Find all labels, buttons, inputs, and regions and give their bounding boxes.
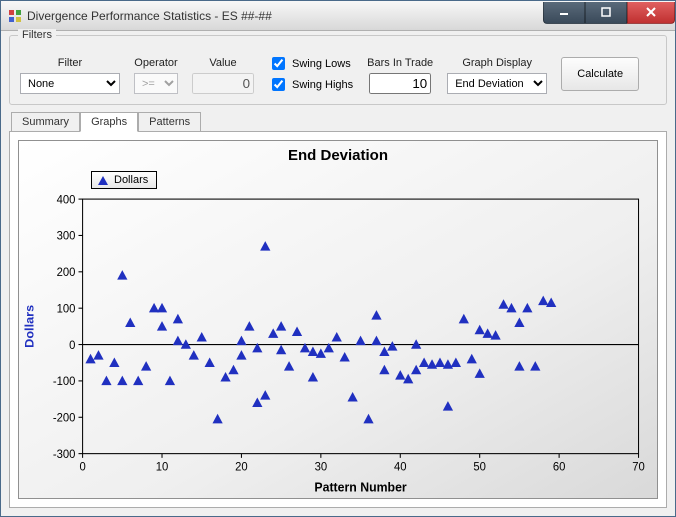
swing-lows-checkbox[interactable]	[272, 57, 285, 70]
value-label: Value	[209, 57, 236, 69]
svg-text:300: 300	[57, 231, 76, 243]
tab-summary[interactable]: Summary	[11, 112, 80, 132]
swing-highs-checkbox[interactable]	[272, 78, 285, 91]
app-window: Divergence Performance Statistics - ES #…	[0, 0, 676, 517]
tab-body: End Deviation Dollars -300-200-100010020…	[9, 131, 667, 508]
swing-lows-label: Swing Lows	[292, 58, 351, 70]
tabstrip: Summary Graphs Patterns	[11, 111, 667, 131]
svg-text:30: 30	[315, 461, 328, 473]
filters-group: Filters Filter None Operator >= Value	[9, 35, 667, 105]
close-button[interactable]	[627, 2, 675, 24]
svg-text:50: 50	[473, 461, 486, 473]
operator-label: Operator	[134, 57, 177, 69]
svg-text:-100: -100	[53, 376, 76, 388]
filters-legend: Filters	[18, 29, 56, 41]
bars-label: Bars In Trade	[367, 57, 433, 69]
value-input[interactable]	[192, 73, 254, 94]
svg-text:0: 0	[79, 461, 85, 473]
minimize-button[interactable]	[543, 2, 585, 24]
window-title: Divergence Performance Statistics - ES #…	[27, 9, 272, 23]
svg-text:100: 100	[57, 303, 76, 315]
swing-highs-check[interactable]: Swing Highs	[268, 75, 353, 94]
bars-input[interactable]	[369, 73, 431, 94]
svg-text:20: 20	[235, 461, 248, 473]
filter-label: Filter	[58, 57, 82, 69]
swing-lows-check[interactable]: Swing Lows	[268, 54, 353, 73]
svg-text:40: 40	[394, 461, 407, 473]
tab-patterns[interactable]: Patterns	[138, 112, 201, 132]
client-area: Filters Filter None Operator >= Value	[1, 31, 675, 516]
svg-text:70: 70	[632, 461, 645, 473]
app-icon	[7, 8, 23, 24]
svg-text:10: 10	[156, 461, 169, 473]
maximize-button[interactable]	[585, 2, 627, 24]
svg-text:200: 200	[57, 267, 76, 279]
filter-select[interactable]: None	[20, 73, 120, 94]
calculate-button[interactable]: Calculate	[561, 57, 639, 91]
svg-text:-200: -200	[53, 412, 76, 424]
svg-text:-300: -300	[53, 449, 76, 461]
svg-text:0: 0	[69, 340, 75, 352]
titlebar: Divergence Performance Statistics - ES #…	[1, 1, 675, 31]
swing-highs-label: Swing Highs	[292, 79, 353, 91]
graph-display-label: Graph Display	[462, 57, 532, 69]
svg-text:Dollars: Dollars	[23, 305, 37, 348]
chart-area: End Deviation Dollars -300-200-100010020…	[18, 140, 658, 499]
tab-graphs[interactable]: Graphs	[80, 112, 138, 132]
svg-text:60: 60	[553, 461, 566, 473]
svg-text:Pattern Number: Pattern Number	[314, 481, 406, 495]
svg-text:400: 400	[57, 194, 76, 206]
chart-svg: -300 -200 -100 0 100 200 300 400 0 10 20 30 40 50 60 70…	[19, 141, 657, 498]
operator-select[interactable]: >=	[134, 73, 178, 94]
graph-display-select[interactable]: End Deviation	[447, 73, 547, 94]
